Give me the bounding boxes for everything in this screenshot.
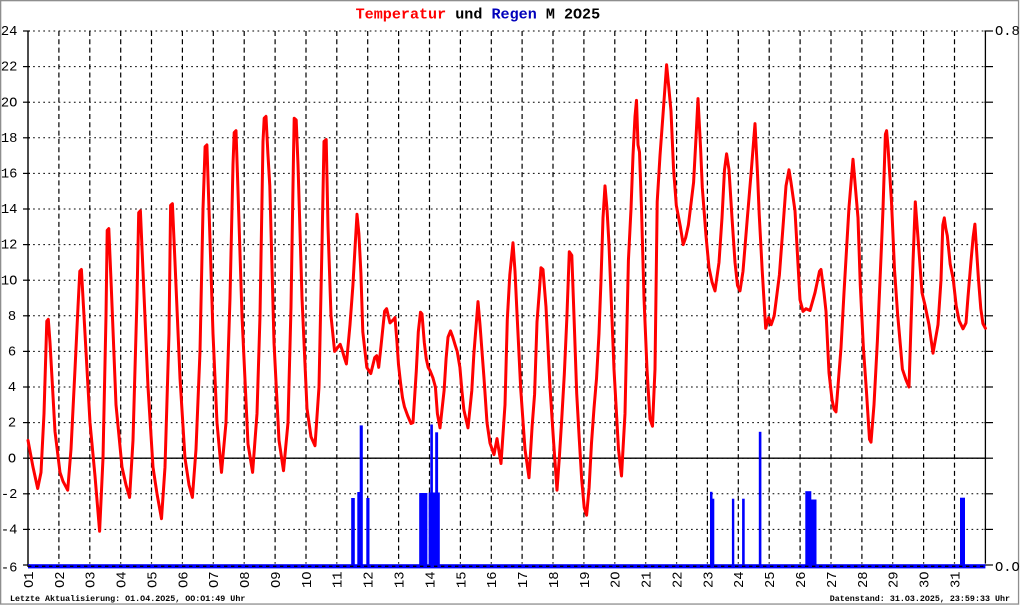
svg-text:2: 2 bbox=[8, 417, 16, 432]
svg-text:14: 14 bbox=[424, 571, 439, 588]
svg-text:25: 25 bbox=[764, 571, 779, 588]
svg-text:26: 26 bbox=[795, 571, 810, 588]
svg-text:15: 15 bbox=[455, 571, 470, 588]
svg-text:O3: O3 bbox=[85, 571, 100, 588]
svg-text:11: 11 bbox=[332, 571, 347, 588]
svg-text:24: 24 bbox=[733, 571, 748, 588]
svg-text:19: 19 bbox=[579, 571, 594, 588]
svg-text:O6: O6 bbox=[177, 571, 192, 588]
svg-text:21: 21 bbox=[641, 571, 656, 588]
svg-text:Datenstand: 31.O3.2O25, 23:59:: Datenstand: 31.O3.2O25, 23:59:33 Uhr bbox=[830, 594, 1010, 604]
svg-text:O2: O2 bbox=[54, 571, 69, 588]
svg-text:4: 4 bbox=[8, 381, 16, 396]
svg-text:1O: 1O bbox=[1, 274, 18, 289]
svg-text:16: 16 bbox=[1, 168, 18, 183]
svg-text:27: 27 bbox=[826, 571, 841, 588]
svg-text:16: 16 bbox=[486, 571, 501, 588]
svg-text:8: 8 bbox=[8, 310, 16, 325]
svg-text:O9: O9 bbox=[270, 571, 285, 588]
svg-text:18: 18 bbox=[548, 571, 563, 588]
svg-text:6: 6 bbox=[8, 346, 16, 361]
svg-text:Letzte Aktualisierung: O1.O4.2: Letzte Aktualisierung: O1.O4.2O25, OO:O1… bbox=[10, 594, 245, 604]
svg-text:18: 18 bbox=[1, 132, 18, 147]
svg-text:O.8: O.8 bbox=[995, 25, 1020, 40]
svg-text:23: 23 bbox=[702, 571, 717, 588]
svg-text:-4: -4 bbox=[1, 524, 18, 539]
svg-text:12: 12 bbox=[363, 571, 378, 588]
svg-text:O4: O4 bbox=[116, 571, 131, 588]
svg-text:2O: 2O bbox=[1, 96, 18, 111]
svg-text:22: 22 bbox=[1, 61, 18, 76]
svg-text:-2: -2 bbox=[1, 488, 18, 503]
svg-text:17: 17 bbox=[517, 571, 532, 588]
svg-text:12: 12 bbox=[1, 239, 18, 254]
svg-text:-6: -6 bbox=[1, 562, 18, 577]
svg-text:29: 29 bbox=[888, 571, 903, 588]
svg-text:O7: O7 bbox=[208, 571, 223, 588]
svg-text:22: 22 bbox=[672, 571, 687, 588]
svg-text:O.O: O.O bbox=[995, 561, 1020, 576]
svg-text:3O: 3O bbox=[919, 571, 934, 588]
svg-text:31: 31 bbox=[949, 571, 964, 588]
svg-text:O5: O5 bbox=[146, 571, 161, 588]
svg-text:O8: O8 bbox=[239, 571, 254, 588]
svg-text:O1: O1 bbox=[23, 571, 38, 588]
svg-text:1O: 1O bbox=[301, 571, 316, 588]
svg-text:O: O bbox=[8, 452, 16, 467]
svg-text:14: 14 bbox=[1, 203, 18, 218]
svg-text:Temperatur und Regen M 2O25: Temperatur und Regen M 2O25 bbox=[356, 6, 601, 24]
svg-text:24: 24 bbox=[1, 25, 18, 40]
svg-text:13: 13 bbox=[394, 571, 409, 588]
svg-text:2O: 2O bbox=[610, 571, 625, 588]
svg-text:28: 28 bbox=[857, 571, 872, 588]
